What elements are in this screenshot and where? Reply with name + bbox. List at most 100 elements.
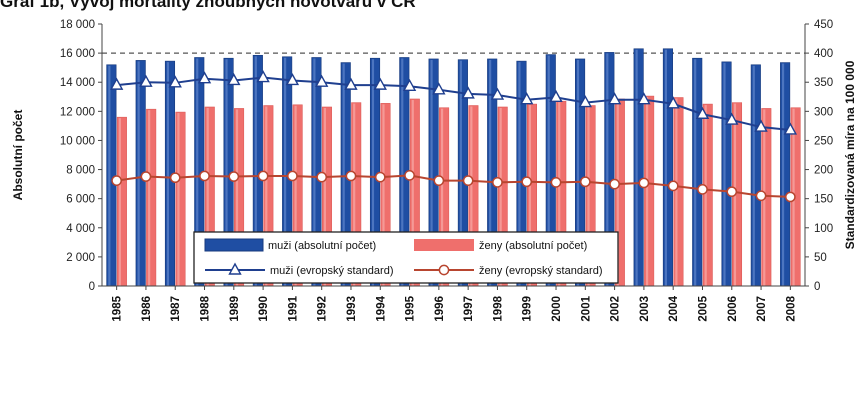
series-female-standard-point <box>521 176 533 188</box>
series-female-standard-point <box>462 175 474 186</box>
bar-female <box>702 103 713 287</box>
x-tick-label: 2004 <box>668 295 680 321</box>
x-tick-label: 1993 <box>346 296 358 322</box>
bar-female <box>175 111 186 287</box>
x-tick-label: 1985 <box>112 295 124 321</box>
series-female-standard-point <box>199 170 210 182</box>
bar-female-highlight <box>148 110 151 287</box>
bar-female <box>116 116 127 287</box>
series-female-standard-point <box>609 178 620 190</box>
x-tick-label: 1996 <box>434 296 446 322</box>
bar-female <box>146 108 157 287</box>
y-tick-label-right: 100 <box>814 223 833 235</box>
chart-title-clip: Graf 1b, Vývoj mortality zhoubných novot… <box>0 0 867 12</box>
series-female-standard-point <box>785 191 796 203</box>
x-tick-label: 1987 <box>170 296 182 322</box>
series-male-standard-point <box>490 87 505 100</box>
y-tick-label-right: 350 <box>814 77 833 89</box>
x-tick-label: 2000 <box>551 296 563 322</box>
bar-female-highlight <box>499 107 502 286</box>
y-tick-label-left: 0 <box>89 281 95 293</box>
y-tick-label-left: 14 000 <box>60 77 95 89</box>
bar-male-highlight <box>166 62 170 286</box>
bar-male-highlight <box>342 63 345 287</box>
bar-male-highlight <box>283 57 287 286</box>
bar-female-highlight <box>411 99 414 286</box>
y-tick-label-right: 250 <box>814 135 833 147</box>
bar-male-highlight <box>781 63 785 287</box>
series-male-standard-point <box>520 92 534 105</box>
x-tick-label: 2007 <box>756 296 768 322</box>
y-tick-label-right: 300 <box>814 106 833 118</box>
x-tick-label: 1997 <box>463 296 475 322</box>
legend-swatch-male-bar <box>204 238 264 252</box>
bar-female-highlight <box>558 102 561 287</box>
x-tick-label: 1991 <box>287 295 299 321</box>
y-tick-label-left: 4 000 <box>66 223 95 235</box>
bar-male-highlight <box>459 60 462 287</box>
bar-male-highlight <box>606 53 609 287</box>
bar-male <box>750 64 761 287</box>
series-female-standard-point <box>111 175 122 186</box>
series-male-standard-point <box>549 89 563 103</box>
series-male-standard-point <box>402 78 417 91</box>
x-tick-label: 1995 <box>405 295 417 321</box>
x-tick-label: 2001 <box>580 295 592 321</box>
bar-male <box>780 62 791 287</box>
y-tick-label-left: 16 000 <box>60 48 95 60</box>
bar-male-highlight <box>371 59 375 287</box>
bar-female-highlight <box>616 99 619 286</box>
bar-female-highlight <box>440 108 444 286</box>
legend-marker-female-line <box>438 264 450 276</box>
y-tick-label-left: 2 000 <box>66 252 95 264</box>
y-tick-label-left: 10 000 <box>60 135 95 147</box>
x-tick-label: 2005 <box>697 295 709 321</box>
y-tick-label-left: 8 000 <box>66 165 95 177</box>
y-tick-label-right: 50 <box>814 252 827 264</box>
bar-female-highlight <box>382 104 385 286</box>
legend-box <box>193 231 619 284</box>
series-female-standard-point <box>667 180 679 192</box>
bar-female-highlight <box>645 97 649 286</box>
legend-label-male-bar: muži (absolutní počet) <box>268 240 376 252</box>
bar-male <box>106 64 117 287</box>
bar-female-highlight <box>206 107 209 286</box>
series-male-standard-point <box>725 112 739 125</box>
legend-label-female-line: ženy (evropský standard) <box>479 265 603 277</box>
bar-male-highlight <box>137 61 140 287</box>
series-female-standard-point <box>169 172 181 184</box>
series-male-standard-point <box>256 70 270 83</box>
x-tick-label: 1992 <box>317 296 329 322</box>
y-axis-title-left: Absolutní počet <box>11 110 25 201</box>
series-male-standard-point <box>666 96 680 109</box>
series-female-standard-point <box>550 177 562 188</box>
series-female-standard-point <box>726 186 738 198</box>
x-tick-label: 1988 <box>200 295 212 321</box>
series-female-standard-point <box>492 177 503 188</box>
x-tick-label: 1994 <box>375 295 387 321</box>
bar-male-highlight <box>489 59 492 286</box>
legend-swatch-female-bar <box>414 239 474 251</box>
series-male-standard-point <box>607 92 622 105</box>
series-male-standard-point <box>461 86 475 99</box>
bar-male <box>692 57 703 287</box>
bar-female-highlight <box>265 106 268 286</box>
bar-male <box>721 61 732 287</box>
x-tick-label: 1989 <box>229 296 241 322</box>
bar-male-highlight <box>225 59 228 287</box>
series-male-standard-point <box>315 74 329 87</box>
series-male-standard-point <box>373 77 387 90</box>
x-tick-label: 1986 <box>141 296 153 322</box>
x-tick-label: 2008 <box>785 295 797 321</box>
legend-label-male-line: muži (evropský standard) <box>270 265 394 277</box>
series-male-standard-point <box>783 122 798 135</box>
series-male-standard-point <box>168 75 182 88</box>
bar-male-highlight <box>313 58 316 286</box>
bar-female-highlight <box>353 103 356 286</box>
bar-female-highlight <box>704 105 707 286</box>
series-female-standard-point <box>374 171 386 183</box>
legend-marker-male-line <box>228 262 242 275</box>
series-female-standard-point <box>579 176 591 188</box>
series-female-standard-point <box>697 184 708 195</box>
x-tick-label: 2003 <box>639 296 651 322</box>
